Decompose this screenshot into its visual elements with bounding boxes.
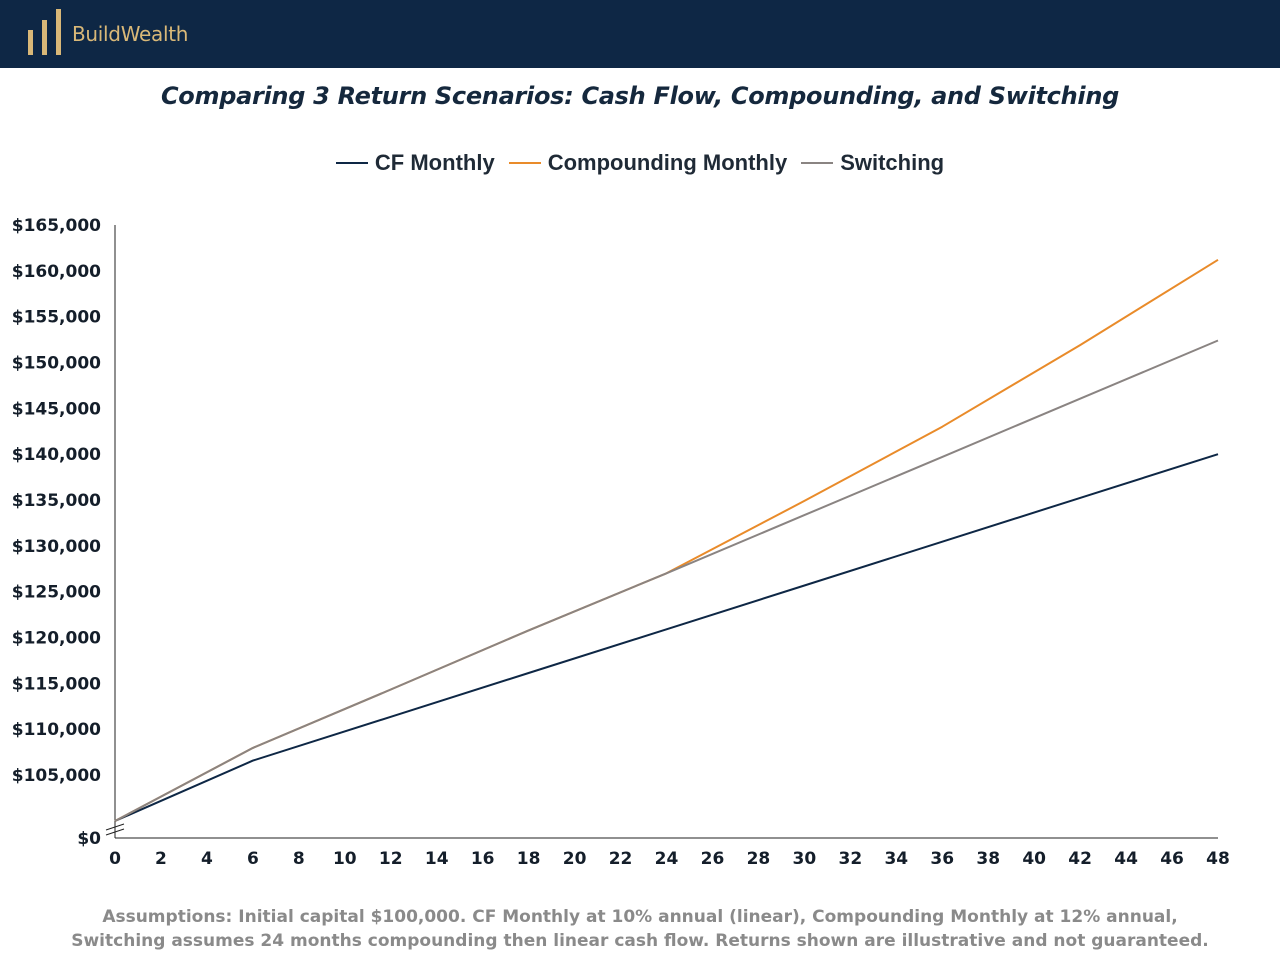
x-tick-label: 48 — [1206, 849, 1230, 869]
x-tick-label: 36 — [930, 849, 954, 869]
legend-label-switching: Switching — [840, 150, 945, 175]
footnote-line-1: Assumptions: Initial capital $100,000. C… — [102, 907, 1178, 927]
line-chart: $0 $105,000 $110,000 $115,000 $120,000 $125,0… — [12, 216, 1230, 869]
x-tick-label: 6 — [247, 849, 259, 869]
y-tick-label: $115,000 — [12, 674, 101, 694]
pillars-logo-icon — [28, 9, 61, 55]
y-tick-label: $165,000 — [12, 216, 101, 236]
y-tick-label: $145,000 — [12, 399, 101, 419]
x-tick-label: 16 — [471, 849, 495, 869]
x-tick-label: 38 — [976, 849, 1000, 869]
legend-item-switching: Switching — [801, 150, 944, 176]
x-tick-label: 44 — [1114, 849, 1138, 869]
x-tick-label: 32 — [838, 849, 862, 869]
x-tick-label: 14 — [425, 849, 449, 869]
y-tick-label: $155,000 — [12, 308, 101, 328]
x-tick-label: 42 — [1068, 849, 1092, 869]
x-tick-label: 10 — [333, 849, 357, 869]
x-tick-label: 18 — [517, 849, 541, 869]
y-tick-label: $160,000 — [12, 262, 101, 282]
x-tick-label: 34 — [884, 849, 908, 869]
x-tick-label: 20 — [563, 849, 587, 869]
x-tick-label: 46 — [1160, 849, 1184, 869]
y-tick-label: $0 — [77, 829, 101, 849]
y-tick-label: $135,000 — [12, 491, 101, 511]
chart-legend: CF Monthly Compounding Monthly Switching — [0, 150, 1280, 176]
y-tick-label: $125,000 — [12, 583, 101, 603]
series-line-switching — [114, 339, 1219, 822]
x-tick-label: 40 — [1022, 849, 1046, 869]
x-tick-label: 8 — [293, 849, 305, 869]
x-tick-label: 4 — [201, 849, 213, 869]
y-tick-label: $150,000 — [12, 354, 101, 374]
legend-item-cf-monthly: CF Monthly — [335, 150, 495, 176]
x-tick-label: 2 — [155, 849, 167, 869]
x-tick-label: 30 — [793, 849, 817, 869]
x-tick-label: 0 — [109, 849, 121, 869]
x-tick-label: 12 — [379, 849, 403, 869]
legend-label-cf-monthly: CF Monthly — [374, 150, 495, 175]
x-tick-label: 22 — [609, 849, 633, 869]
footnote-line-2: Switching assumes 24 months compounding … — [71, 931, 1209, 951]
legend-swatch-switching — [801, 162, 834, 164]
chart-title: Comparing 3 Return Scenarios: Cash Flow,… — [160, 82, 1119, 110]
brand-logo[interactable]: BuildWealth — [26, 9, 188, 59]
y-tick-label: $105,000 — [12, 766, 101, 786]
y-tick-label: $130,000 — [12, 537, 101, 557]
header-bar: BuildWealth — [0, 0, 1280, 68]
series-line-cf-monthly — [114, 453, 1219, 822]
legend-swatch-cf-monthly — [335, 162, 368, 164]
footnote: Assumptions: Initial capital $100,000. C… — [0, 905, 1280, 953]
axis-break-mark — [105, 828, 125, 836]
legend-swatch-compounding-monthly — [508, 162, 541, 164]
x-tick-label: 24 — [655, 849, 679, 869]
y-tick-label: $120,000 — [12, 629, 101, 649]
legend-label-compounding-monthly: Compounding Monthly — [547, 150, 788, 175]
brand-name: BuildWealth — [72, 22, 189, 46]
x-tick-label: 28 — [747, 849, 771, 869]
legend-item-compounding-monthly: Compounding Monthly — [508, 150, 788, 176]
y-tick-label: $140,000 — [12, 445, 101, 465]
x-tick-label: 26 — [701, 849, 725, 869]
axis-break-mark — [105, 823, 125, 831]
y-tick-label: $110,000 — [12, 720, 101, 740]
